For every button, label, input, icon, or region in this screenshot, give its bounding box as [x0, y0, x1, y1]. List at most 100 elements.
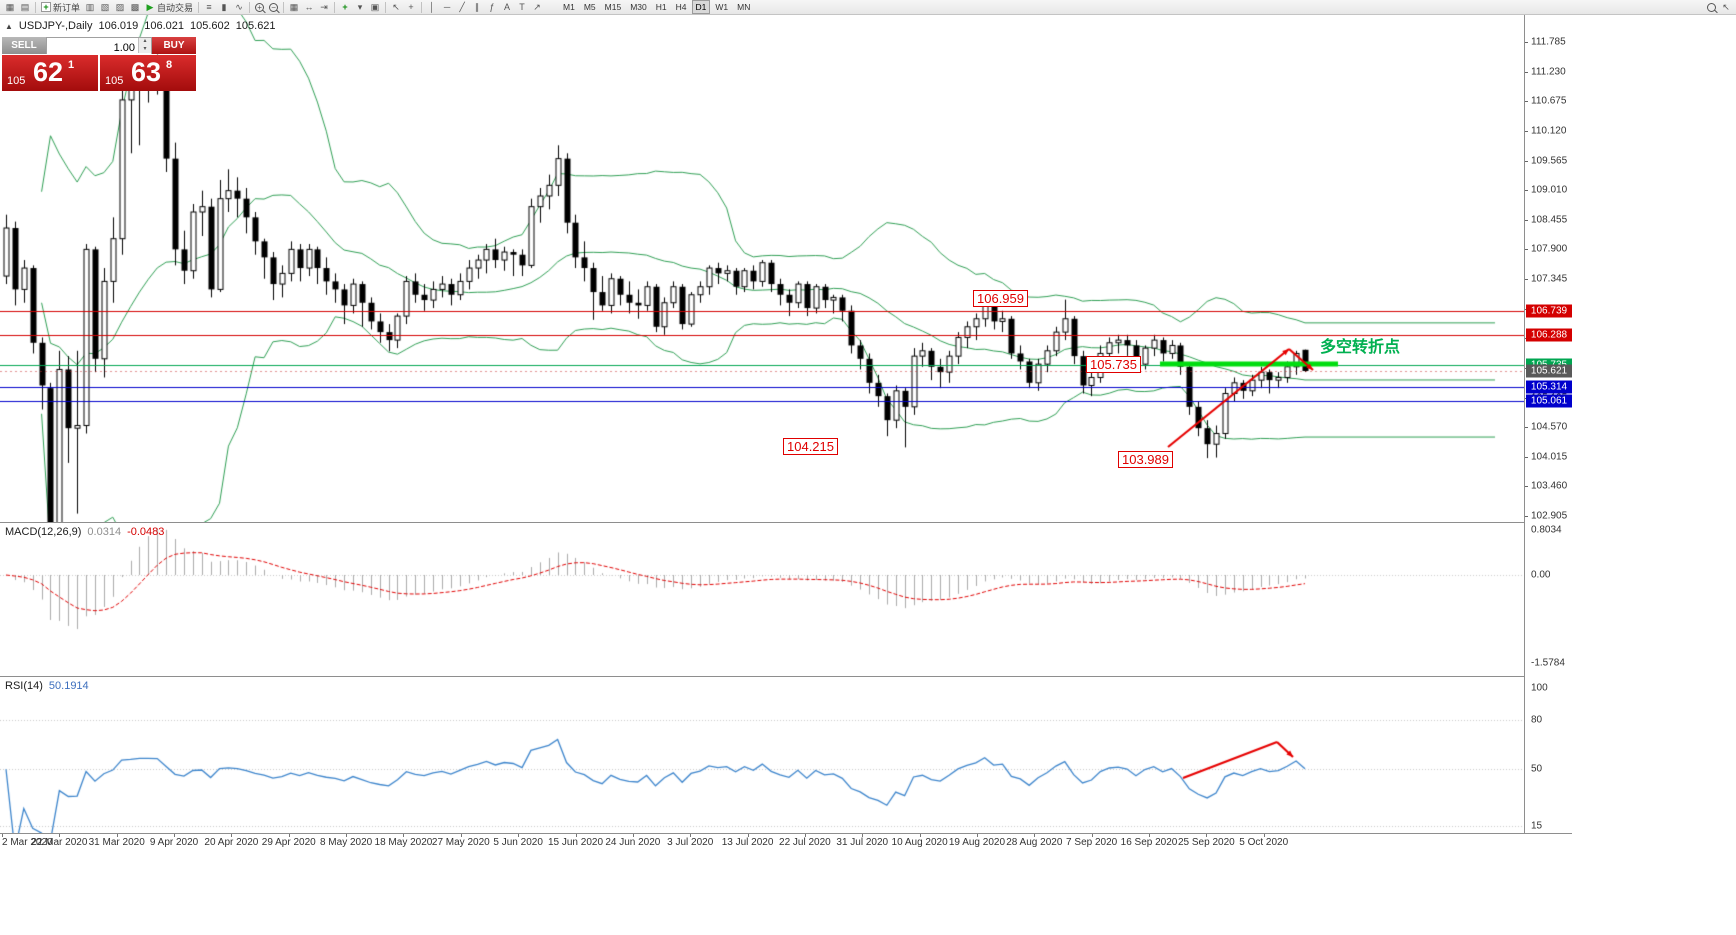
navigator-icon[interactable]: ▨ [113, 1, 127, 14]
sell-header-button[interactable]: SELL [2, 37, 46, 54]
one-click-trading-widget: SELL ▴ ▾ BUY 105 62 1 105 63 8 [2, 37, 196, 91]
time-axis-label: 10 Aug 2020 [891, 837, 948, 848]
arrow-tools-icon[interactable]: ↗ [530, 1, 544, 14]
timeframe-m15[interactable]: M15 [604, 2, 622, 12]
chart-shift-icon[interactable]: ⇥ [317, 1, 331, 14]
trendline-icon[interactable]: ╱ [455, 1, 469, 14]
time-axis-label: 29 Apr 2020 [261, 837, 316, 848]
rsi-panel-splitter[interactable] [0, 676, 1572, 677]
horizontal-line-icon[interactable]: ─ [440, 1, 454, 14]
time-axis-label: 2 Mar 2020 [2, 837, 53, 848]
periods-dropdown-icon: ▾ [357, 2, 363, 12]
price-axis-label: 108.455 [1531, 214, 1568, 226]
timeframe-m30[interactable]: M30 [630, 2, 647, 12]
buy-price-button[interactable]: 105 63 8 [100, 55, 196, 91]
time-axis-label: 3 Jul 2020 [667, 837, 714, 848]
price-axis-tick [1525, 72, 1528, 73]
time-axis-tick [174, 834, 175, 837]
macd-canvas[interactable] [0, 523, 1524, 676]
text-icon[interactable]: A [500, 1, 514, 14]
main-chart-canvas[interactable] [0, 15, 1524, 522]
zoom-out-icon: − [269, 2, 279, 12]
time-axis-label: 24 Jun 2020 [605, 837, 661, 848]
time-axis-label: 27 May 2020 [431, 837, 490, 848]
timeframe-h1[interactable]: H1 [655, 2, 667, 12]
timeframe-mn[interactable]: MN [737, 2, 751, 12]
sell-price-base: 105 [7, 75, 26, 87]
time-axis-tick [1149, 834, 1150, 837]
macd-panel-splitter[interactable] [0, 522, 1572, 523]
time-axis-tick [1092, 834, 1093, 837]
data-window-icon[interactable]: ▧ [98, 1, 112, 14]
tile-windows-icon[interactable]: ▦ [287, 1, 301, 14]
timeframe-m1[interactable]: M1 [563, 2, 575, 12]
one-click-collapse-icon[interactable]: ▲ [5, 21, 13, 31]
price-axis-label: 111.230 [1531, 66, 1566, 78]
rsi-name: RSI(14) [5, 680, 43, 692]
macd-axis-label: -1.5784 [1531, 657, 1565, 669]
fibonacci-icon[interactable]: ƒ [485, 1, 499, 14]
price-axis-tick [1525, 101, 1528, 102]
time-axis-tick [862, 834, 863, 837]
time-axis-tick [805, 834, 806, 837]
volume-up-icon[interactable]: ▴ [139, 38, 151, 46]
vertical-line-icon[interactable]: │ [425, 1, 439, 14]
price-axis-label: 109.010 [1531, 184, 1568, 196]
timeframe-m5[interactable]: M5 [583, 2, 596, 12]
rsi-value: 50.1914 [48, 680, 89, 692]
chart-profiles-icon: ▤ [20, 2, 30, 12]
timeframe-h4[interactable]: H4 [675, 2, 687, 12]
volume-down-icon[interactable]: ▾ [139, 45, 151, 53]
time-axis-tick [977, 834, 978, 837]
auto-scroll-icon[interactable]: ↔ [302, 1, 316, 14]
quick-nav-icon[interactable]: ↖ [1719, 1, 1733, 14]
candlestick-chart-icon[interactable]: ▮ [217, 1, 231, 14]
price-axis-label: 109.565 [1531, 155, 1568, 166]
periods-dropdown-icon[interactable]: ▾ [353, 1, 367, 14]
autotrade-button[interactable]: ▶ 自动交易 [143, 1, 195, 14]
new-chart-icon: ▦ [5, 2, 15, 12]
current-price-tag: 105.621 [1526, 364, 1572, 378]
market-watch-icon[interactable]: ▥ [83, 1, 97, 14]
time-axis-tick [59, 834, 60, 837]
cursor-icon[interactable]: ↖ [389, 1, 403, 14]
timeframe-d1[interactable]: D1 [691, 0, 711, 14]
price-tag: 105.314 [1526, 380, 1572, 394]
rsi-canvas[interactable] [0, 677, 1524, 833]
zoom-out-icon[interactable]: − [267, 1, 280, 14]
time-axis-separator [0, 833, 1572, 834]
price-axis[interactable]: 111.785 111.230 110.675 110.120 109.565 109.0… [1524, 15, 1572, 833]
search-icon [1707, 2, 1716, 12]
new-chart-icon[interactable]: ▦ [3, 1, 17, 14]
chart-profiles-icon[interactable]: ▤ [18, 1, 32, 14]
volume-input[interactable] [47, 40, 151, 56]
indicators-icon[interactable]: + [338, 1, 352, 14]
search-icon[interactable] [1705, 1, 1718, 14]
new-order-button[interactable]: + 新订单 [39, 1, 82, 14]
terminal-icon[interactable]: ▩ [128, 1, 142, 14]
templates-icon[interactable]: ▣ [368, 1, 382, 14]
text-label-icon[interactable]: T [515, 1, 529, 14]
equidistant-channel-icon[interactable]: ∥ [470, 1, 484, 14]
volume-field: ▴ ▾ [46, 37, 152, 56]
horizontal-line-icon: ─ [443, 2, 451, 12]
sell-price-button[interactable]: 105 62 1 [2, 55, 98, 91]
timeframe-w1[interactable]: W1 [715, 2, 729, 12]
time-axis-tick [690, 834, 691, 837]
equidistant-channel-icon: ∥ [474, 2, 480, 12]
time-axis-tick [633, 834, 634, 837]
ohlc-high: 106.021 [144, 20, 185, 32]
zoom-in-icon[interactable]: + [253, 1, 266, 14]
time-axis-tick [231, 834, 232, 837]
macd-signal-value: -0.0483 [127, 526, 165, 538]
macd-label: MACD(12,26,9) 0.0314 -0.0483 [5, 526, 164, 538]
line-chart-icon[interactable]: ∿ [232, 1, 246, 14]
buy-header-button[interactable]: BUY [152, 37, 196, 54]
new-order-button-label: 新订单 [53, 2, 81, 13]
price-axis-tick [1525, 516, 1528, 517]
time-axis-tick [289, 834, 290, 837]
buy-price-base: 105 [105, 75, 124, 87]
time-axis[interactable]: 2 Mar 2020 22 Mar 2020 31 Mar 2020 9 Apr 20… [0, 834, 1572, 850]
crosshair-icon[interactable]: + [404, 1, 418, 14]
bar-chart-icon[interactable]: ≡ [202, 1, 216, 14]
